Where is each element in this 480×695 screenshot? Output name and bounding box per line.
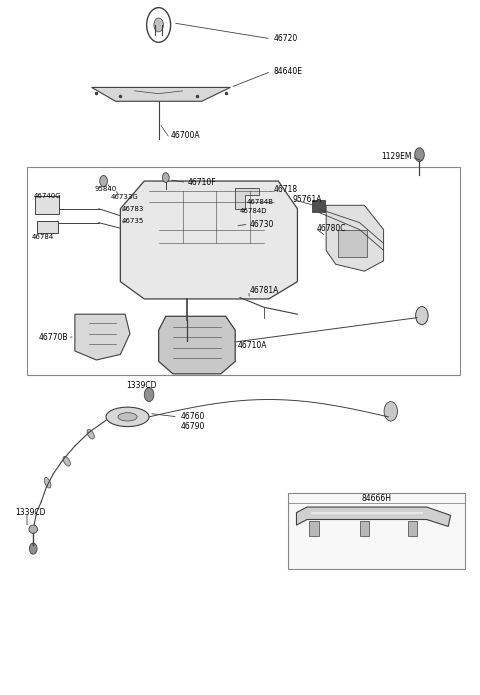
Polygon shape [120,181,298,299]
Polygon shape [92,88,230,101]
Text: 46784B: 46784B [247,199,274,205]
Polygon shape [75,314,130,360]
Circle shape [29,543,37,554]
Bar [35,196,59,214]
Bar [27,167,460,375]
Ellipse shape [106,407,149,427]
Bar [338,229,367,257]
Ellipse shape [87,430,94,439]
Text: 46710F: 46710F [187,178,216,187]
Text: 46770B: 46770B [38,333,68,342]
Text: 46730: 46730 [250,220,274,229]
Circle shape [100,175,108,186]
Ellipse shape [118,413,137,421]
Polygon shape [158,316,235,374]
Text: 46718: 46718 [274,185,298,194]
Text: 46735: 46735 [121,218,144,224]
Polygon shape [235,188,259,208]
Ellipse shape [63,457,71,466]
Text: 95761A: 95761A [293,195,322,204]
Text: 1339CD: 1339CD [127,381,157,390]
Text: 46720: 46720 [274,34,298,43]
Bar [408,521,417,536]
Text: 46790: 46790 [180,422,204,431]
Ellipse shape [29,525,37,533]
Text: 46710A: 46710A [238,341,267,350]
Circle shape [162,173,169,182]
Bar [360,521,369,536]
Text: 1129EM: 1129EM [381,152,411,161]
Text: 46740G: 46740G [33,193,61,199]
Circle shape [416,306,428,325]
Text: 84640E: 84640E [274,67,302,76]
Text: 46760: 46760 [180,412,204,421]
Text: 46783: 46783 [121,206,144,212]
Text: 46784: 46784 [32,234,54,240]
Circle shape [415,148,424,162]
Bar [310,521,319,536]
Text: 1339CD: 1339CD [15,508,46,517]
Polygon shape [326,205,384,271]
Polygon shape [297,507,451,526]
Bar [288,493,465,569]
Text: 46784D: 46784D [240,208,267,214]
Circle shape [154,18,163,32]
Text: 46780C: 46780C [317,224,346,233]
Ellipse shape [44,477,51,488]
Text: 46781A: 46781A [250,286,279,295]
Circle shape [384,402,397,421]
Text: 84666H: 84666H [361,494,391,503]
Text: 46733G: 46733G [111,194,139,200]
Text: 46700A: 46700A [170,131,200,140]
Bar [36,220,58,233]
Text: 95840: 95840 [94,186,116,193]
Circle shape [144,388,154,402]
Bar [312,199,325,212]
